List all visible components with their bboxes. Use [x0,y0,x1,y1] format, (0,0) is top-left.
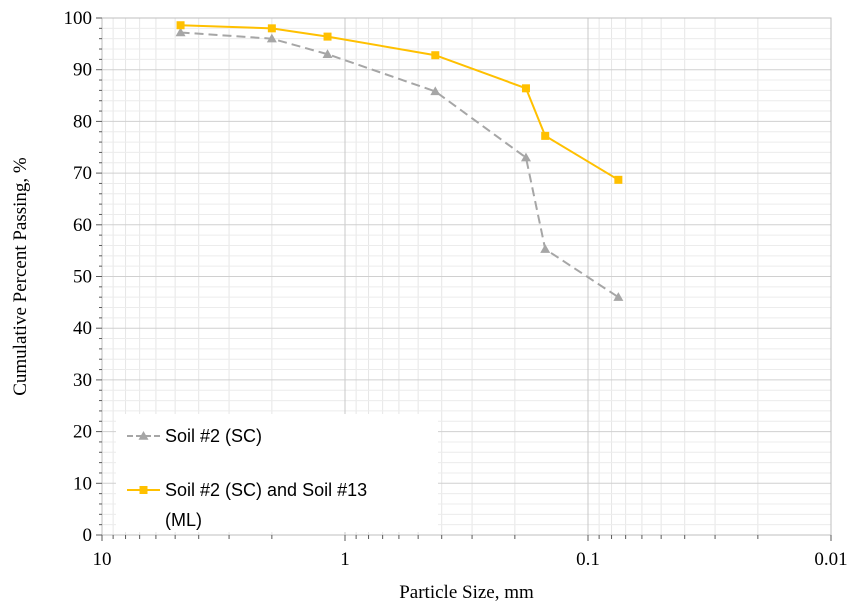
data-point-square [267,24,276,33]
x-tick-label: 0.1 [576,549,600,570]
y-tick-label: 80 [73,111,92,132]
y-tick-label: 20 [73,422,92,443]
series-layer [175,21,624,301]
y-axis-title: Cumulative Percent Passing, % [10,157,31,396]
data-point-triangle [266,33,277,43]
legend-entry-1: Soil #2 (SC) [127,426,262,446]
data-point-square [614,175,623,184]
y-tick-label: 40 [73,318,92,339]
series-2 [176,21,623,184]
data-point-triangle [138,431,149,440]
y-axis-ticks: 0 10 20 30 40 50 60 70 80 90 100 [64,8,102,546]
x-tick-label: 10 [93,549,112,570]
x-tick-label: 0.01 [814,549,847,570]
y-tick-label: 10 [73,473,92,494]
data-point-triangle [613,292,624,301]
data-point-triangle [322,49,333,58]
legend-label: Soil #2 (SC) [165,426,262,446]
data-point-triangle [175,27,186,37]
data-point-square [139,486,148,494]
series-line [180,24,619,181]
y-tick-label: 0 [83,525,93,546]
data-point-square [323,32,332,41]
x-tick-label: 1 [340,549,350,570]
data-point-square [541,131,550,140]
y-tick-label: 50 [73,267,92,288]
y-tick-label: 70 [73,163,92,184]
data-point-square [431,51,440,60]
y-tick-label: 30 [73,370,92,391]
series-line [180,31,619,299]
data-point-triangle [520,152,531,162]
legend: Soil #2 (SC) Soil #2 (SC) and Soil #13 (ML… [116,414,438,532]
y-tick-label: 100 [64,8,93,29]
legend-label: Soil #2 (SC) and Soil #13 [165,480,367,500]
legend-background [116,414,438,532]
data-point-triangle [540,244,551,253]
series-1 [175,27,624,301]
data-point-square [521,84,530,93]
legend-entry-2: Soil #2 (SC) and Soil #13 (ML) [127,480,367,530]
legend-label: (ML) [165,510,202,530]
x-axis-title: Particle Size, mm [399,582,534,603]
y-tick-label: 90 [73,60,92,81]
y-tick-label: 60 [73,215,92,236]
data-point-triangle [430,86,441,96]
x-axis-ticks: 10 1 0.1 0.01 [93,535,848,570]
data-point-square [176,21,185,30]
